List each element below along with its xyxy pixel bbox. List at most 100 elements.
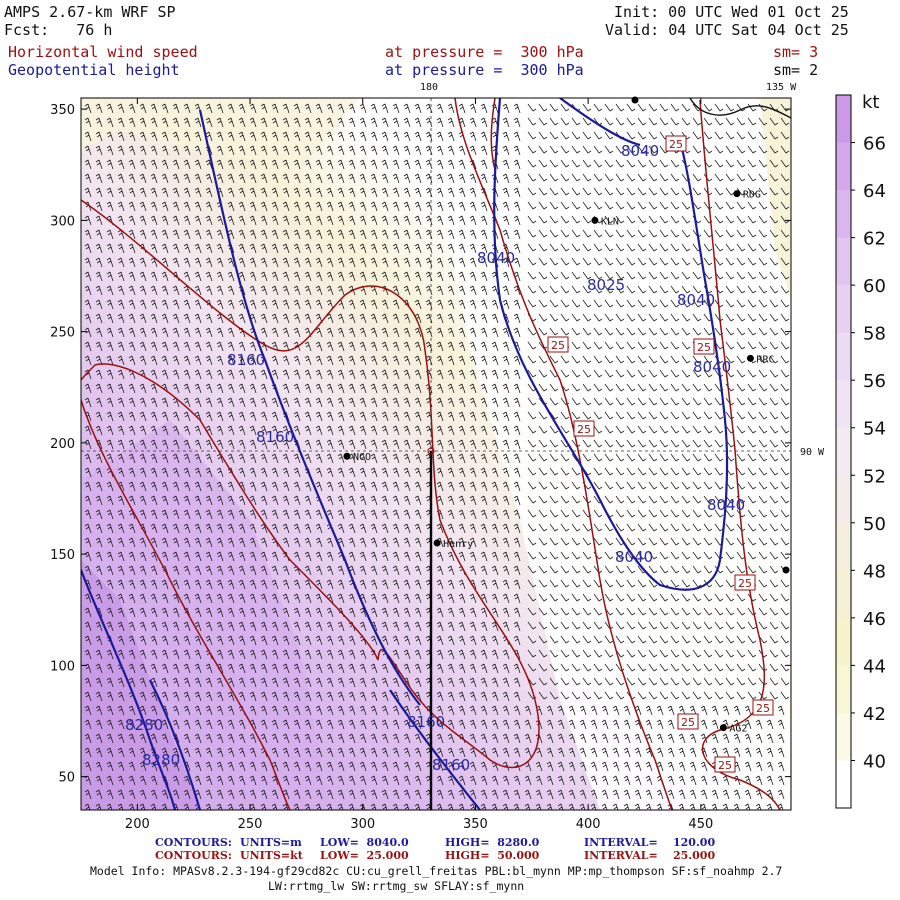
colorbar-label-46: 46 xyxy=(863,609,886,630)
footer-height-interval: INTERVAL= 120.00 xyxy=(584,836,716,849)
station-dot-rdg xyxy=(733,190,741,198)
x-tick-label-450: 450 xyxy=(688,817,713,832)
y-tick-label-50: 50 xyxy=(58,771,75,786)
svg-text:25: 25 xyxy=(669,138,683,151)
station-dot-henry xyxy=(433,539,441,547)
svg-text:25: 25 xyxy=(697,341,711,354)
label-8040-4: 8040 xyxy=(693,358,731,376)
colorbar-segment-12 xyxy=(836,665,851,714)
field2-name: Geopotential height xyxy=(8,61,180,79)
top-contour xyxy=(689,98,791,119)
footer-wind-label: CONTOURS: xyxy=(155,849,232,862)
footer-height-high: HIGH= 8280.0 xyxy=(445,836,540,849)
colorbar-segment-9 xyxy=(836,522,851,571)
wind-label-7: 25 xyxy=(677,713,699,730)
svg-text:25: 25 xyxy=(681,716,695,729)
colorbar-label-56: 56 xyxy=(863,371,886,392)
lon-90w-label: 90 W xyxy=(800,447,825,458)
colorbar-segment-0 xyxy=(836,95,851,144)
colorbar-segment-10 xyxy=(836,570,851,619)
colorbar-label-64: 64 xyxy=(863,181,886,202)
label-8040-5: 8040 xyxy=(707,496,745,514)
height-contour-8280-b xyxy=(149,679,202,810)
field1-level: at pressure = 300 hPa xyxy=(385,43,584,61)
footer-height-units: UNITS=m xyxy=(240,836,302,849)
label-8040-1: 8040 xyxy=(621,142,659,160)
wind-label-4: 25 xyxy=(573,420,595,437)
wind-contour-1 xyxy=(81,199,540,769)
field1-name: Horizontal wind speed xyxy=(8,43,198,61)
station-dot-nco xyxy=(343,452,351,460)
colorbar-segment-5 xyxy=(836,332,851,381)
colorbar-segment-3 xyxy=(836,237,851,286)
edge-dot-right xyxy=(782,566,790,574)
footer-wind-interval: INTERVAL= 25.000 xyxy=(584,849,716,862)
label-8040-6: 8040 xyxy=(615,548,653,566)
height-contour-labels: 8040 8040 8040 8040 8040 8040 8025 8160 … xyxy=(125,142,745,774)
svg-text:25: 25 xyxy=(551,339,565,352)
station-label-rdg: RDG xyxy=(743,190,761,201)
height-contour-8040-a xyxy=(493,98,729,591)
colorbar-label-66: 66 xyxy=(863,134,886,155)
y-tick-labels: 50 100 150 200 250 300 350 xyxy=(50,103,75,786)
colorbar-label-62: 62 xyxy=(863,229,886,250)
y-tick-label-200: 200 xyxy=(50,437,75,452)
y-tick-label-350: 350 xyxy=(50,103,75,118)
svg-text:25: 25 xyxy=(738,577,752,590)
x-tick-label-300: 300 xyxy=(350,817,375,832)
y-tick-label-150: 150 xyxy=(50,548,75,563)
colorbar-label-50: 50 xyxy=(863,514,886,535)
svg-text:25: 25 xyxy=(718,759,732,772)
run-title: AMPS 2.67-km WRF SP xyxy=(4,3,176,21)
station-label-rrc: RRC xyxy=(756,354,774,365)
colorbar-segment-13 xyxy=(836,712,851,761)
field2-level: at pressure = 300 hPa xyxy=(385,61,584,79)
height-contour-8280-a xyxy=(81,569,177,810)
lon-135w-label: 135 W xyxy=(766,82,797,93)
colorbar-segment-1 xyxy=(836,142,851,191)
wind-label-8: 25 xyxy=(714,756,736,773)
height-contour-8160 xyxy=(198,109,421,706)
label-8160-3: 8160 xyxy=(407,713,445,731)
colorbar-segment-11 xyxy=(836,617,851,666)
cross-section-start xyxy=(427,447,435,455)
height-contours xyxy=(81,98,729,810)
station-dot-ag2 xyxy=(719,724,727,732)
wind-label-6: 25 xyxy=(752,699,774,716)
wind-label-1: 25 xyxy=(665,135,687,152)
label-8040-3: 8040 xyxy=(677,291,715,309)
station-dot-rrc xyxy=(746,354,754,362)
wind-label-2: 25 xyxy=(547,336,569,353)
wind-contour-labels: 25 25 25 25 25 25 25 25 xyxy=(547,135,774,773)
colorbar-segment-2 xyxy=(836,190,851,239)
wind-label-5: 25 xyxy=(734,574,756,591)
label-8280-1: 8280 xyxy=(125,716,163,734)
svg-text:25: 25 xyxy=(577,423,591,436)
x-tick-labels: 200 250 300 350 400 450 xyxy=(125,817,713,832)
colorbar-label-52: 52 xyxy=(863,466,886,487)
field1-smoothing: sm= 3 xyxy=(773,43,819,61)
label-8025: 8025 xyxy=(587,276,625,294)
footer-wind-high: HIGH= 50.000 xyxy=(445,849,540,862)
valid-time: Valid: 04 UTC Sat 04 Oct 25 xyxy=(605,21,849,39)
plot-frame xyxy=(80,97,792,811)
footer-wind-low: LOW= 25.000 xyxy=(320,849,409,862)
colorbar-label-40: 40 xyxy=(863,751,886,772)
svg-text:25: 25 xyxy=(756,702,770,715)
wind-speed-shading xyxy=(81,98,791,810)
forecast-hour: Fcst: 76 h xyxy=(4,21,113,39)
axis-ticks xyxy=(81,98,791,810)
footer-wind-units: UNITS=kt xyxy=(240,849,303,862)
x-tick-label-400: 400 xyxy=(576,817,601,832)
x-tick-label-350: 350 xyxy=(463,817,488,832)
station-label-ag2: AG2 xyxy=(729,724,747,735)
station-label-kln: KLN xyxy=(601,216,619,227)
edge-dot-top xyxy=(631,96,639,104)
lon-180-label: 180 xyxy=(420,82,438,93)
colorbar-unit: kt xyxy=(862,92,879,113)
y-tick-label-250: 250 xyxy=(50,326,75,341)
label-8280-2: 8280 xyxy=(142,751,180,769)
colorbar-frame xyxy=(835,94,852,809)
footer-height-label: CONTOURS: xyxy=(155,836,232,849)
x-tick-label-250: 250 xyxy=(238,817,263,832)
